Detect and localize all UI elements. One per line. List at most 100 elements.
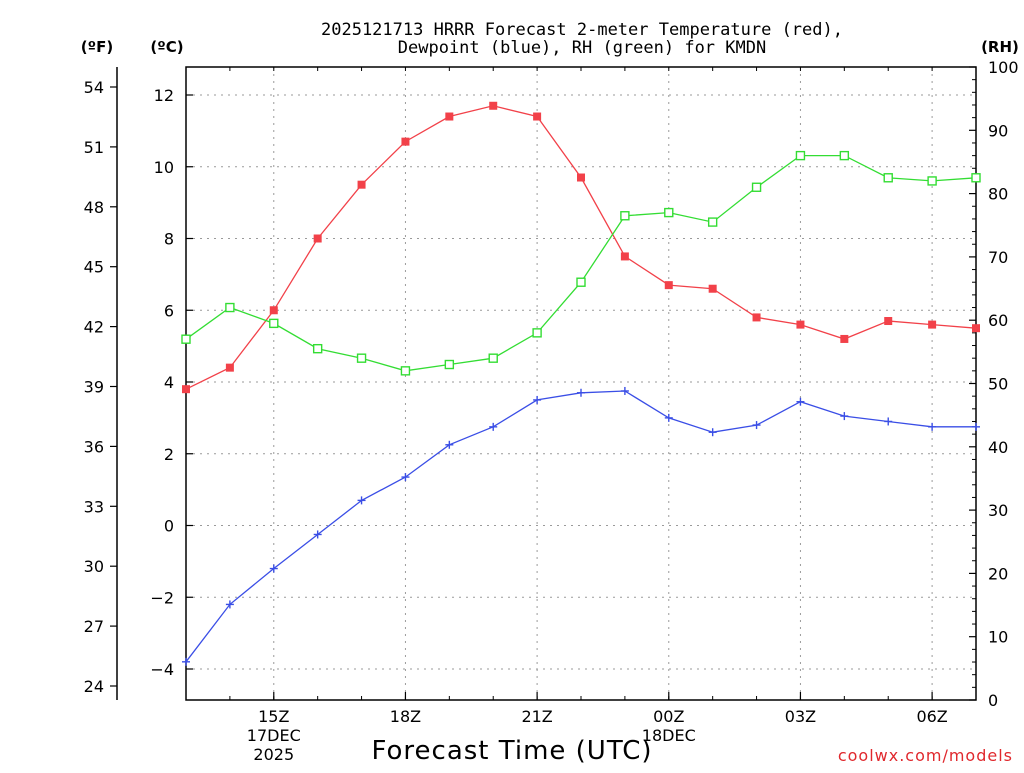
celsius-tick-label: 4	[164, 373, 174, 392]
celsius-unit-label: (ºC)	[150, 38, 183, 56]
fahrenheit-tick-label: 30	[84, 557, 104, 576]
fahrenheit-tick-label: 45	[84, 258, 104, 277]
rh-tick-label: 90	[988, 121, 1008, 140]
x-tick-label: 06Z	[916, 707, 947, 726]
2-meter-temperature-line	[185, 105, 977, 390]
fahrenheit-tick-label: 54	[84, 78, 104, 97]
dewpoint-point	[489, 422, 498, 431]
rh-point	[620, 211, 630, 221]
dewpoint-point	[972, 422, 980, 431]
dewpoint-point	[313, 530, 322, 539]
dewpoint-point	[182, 657, 190, 666]
dewpoint-point	[752, 421, 761, 430]
2-meter-temperature-point	[182, 385, 190, 394]
rh-line	[185, 154, 977, 372]
rh-point	[927, 176, 937, 186]
x-tick-label: 21Z	[521, 707, 552, 726]
fahrenheit-unit-label: (ºF)	[81, 38, 113, 56]
x-tick-year-label: 2025	[253, 745, 294, 764]
rh-tick-label: 80	[988, 185, 1008, 204]
rh-point	[532, 328, 542, 338]
fahrenheit-tick-label: 51	[84, 138, 104, 157]
2-meter-temperature-point	[752, 313, 761, 322]
rh-point	[444, 359, 455, 370]
rh-tick-label: 100	[988, 58, 1019, 77]
rh-tick-label: 10	[988, 628, 1008, 647]
rh-tick-label: 20	[988, 564, 1008, 583]
rh-tick-label: 30	[988, 501, 1008, 520]
dewpoint-point	[445, 440, 454, 449]
fahrenheit-tick-label: 48	[84, 198, 104, 217]
fahrenheit-tick-label: 24	[84, 677, 104, 696]
rh-tick-label: 40	[988, 438, 1008, 457]
rh-tick-label: 50	[988, 375, 1008, 394]
rh-point	[707, 217, 718, 227]
rh-point	[971, 173, 981, 183]
rh-unit-label: (RH)	[981, 38, 1019, 56]
x-tick-date-label: 17DEC	[247, 726, 301, 745]
celsius-tick-label: 10	[154, 158, 174, 177]
2-meter-temperature-point	[577, 173, 585, 182]
x-tick-label: 03Z	[785, 707, 816, 726]
2-meter-temperature-point	[972, 324, 980, 333]
fahrenheit-tick-label: 39	[84, 378, 104, 397]
rh-tick-label: 70	[988, 248, 1008, 267]
fahrenheit-tick-label: 27	[84, 617, 104, 636]
chart-title-line-1: 2025121713 HRRR Forecast 2-meter Tempera…	[321, 20, 843, 40]
x-tick-label: 15Z	[258, 707, 289, 726]
rh-point	[269, 318, 279, 329]
dewpoint-point	[664, 413, 673, 422]
dewpoint-point	[928, 422, 937, 431]
rh-point	[664, 207, 674, 218]
2-meter-temperature-point	[357, 180, 366, 189]
celsius-tick-label: −4	[150, 660, 174, 679]
celsius-tick-label: 8	[164, 230, 174, 249]
dewpoint-point	[840, 412, 849, 421]
rh-point	[883, 173, 893, 183]
rh-point	[839, 150, 850, 161]
fahrenheit-tick-label: 42	[84, 318, 104, 337]
celsius-tick-label: −2	[150, 588, 174, 607]
2-meter-temperature-point	[840, 334, 849, 343]
2-meter-temperature-point	[313, 234, 322, 243]
2-meter-temperature-point	[269, 306, 278, 315]
2-meter-temperature-point	[796, 320, 805, 329]
celsius-tick-label: 2	[164, 445, 174, 464]
dewpoint-point	[577, 388, 585, 397]
dewpoint-point	[269, 564, 278, 573]
2-meter-temperature-point	[225, 363, 234, 372]
2-meter-temperature-point	[489, 101, 498, 110]
fahrenheit-tick-label: 36	[84, 437, 104, 456]
2-meter-temperature-point	[708, 284, 717, 293]
x-tick-date-label: 18DEC	[642, 726, 696, 745]
rh-point	[795, 150, 806, 161]
rh-tick-label: 0	[988, 691, 998, 710]
celsius-tick-label: 12	[154, 86, 174, 105]
2-meter-temperature-point	[401, 137, 410, 146]
axes-layer: 121086420−2−4545148454239363330272410090…	[84, 58, 1019, 764]
rh-point	[751, 182, 762, 192]
dewpoint-point	[708, 428, 717, 437]
fahrenheit-tick-label: 33	[84, 497, 104, 516]
credit-text: coolwx.com/models	[838, 746, 1013, 765]
2-meter-temperature-point	[664, 281, 673, 290]
chart-title-line-2: Dewpoint (blue), RH (green) for KMDN	[398, 38, 766, 58]
rh-point	[400, 366, 411, 376]
dewpoint-point	[796, 397, 805, 406]
rh-point	[181, 334, 191, 344]
x-tick-label: 18Z	[390, 707, 421, 726]
rh-point	[356, 353, 367, 363]
rh-point	[312, 343, 323, 354]
x-axis-title: Forecast Time (UTC)	[371, 736, 652, 766]
x-tick-label: 00Z	[653, 707, 684, 726]
2-meter-temperature-point	[884, 317, 893, 326]
dewpoint-point	[401, 473, 410, 482]
dewpoint-point	[357, 496, 366, 505]
grid-layer	[186, 67, 976, 700]
celsius-tick-label: 0	[164, 517, 174, 536]
dewpoint-point	[225, 600, 234, 609]
2-meter-temperature-point	[928, 320, 937, 329]
dewpoint-line	[185, 390, 976, 663]
